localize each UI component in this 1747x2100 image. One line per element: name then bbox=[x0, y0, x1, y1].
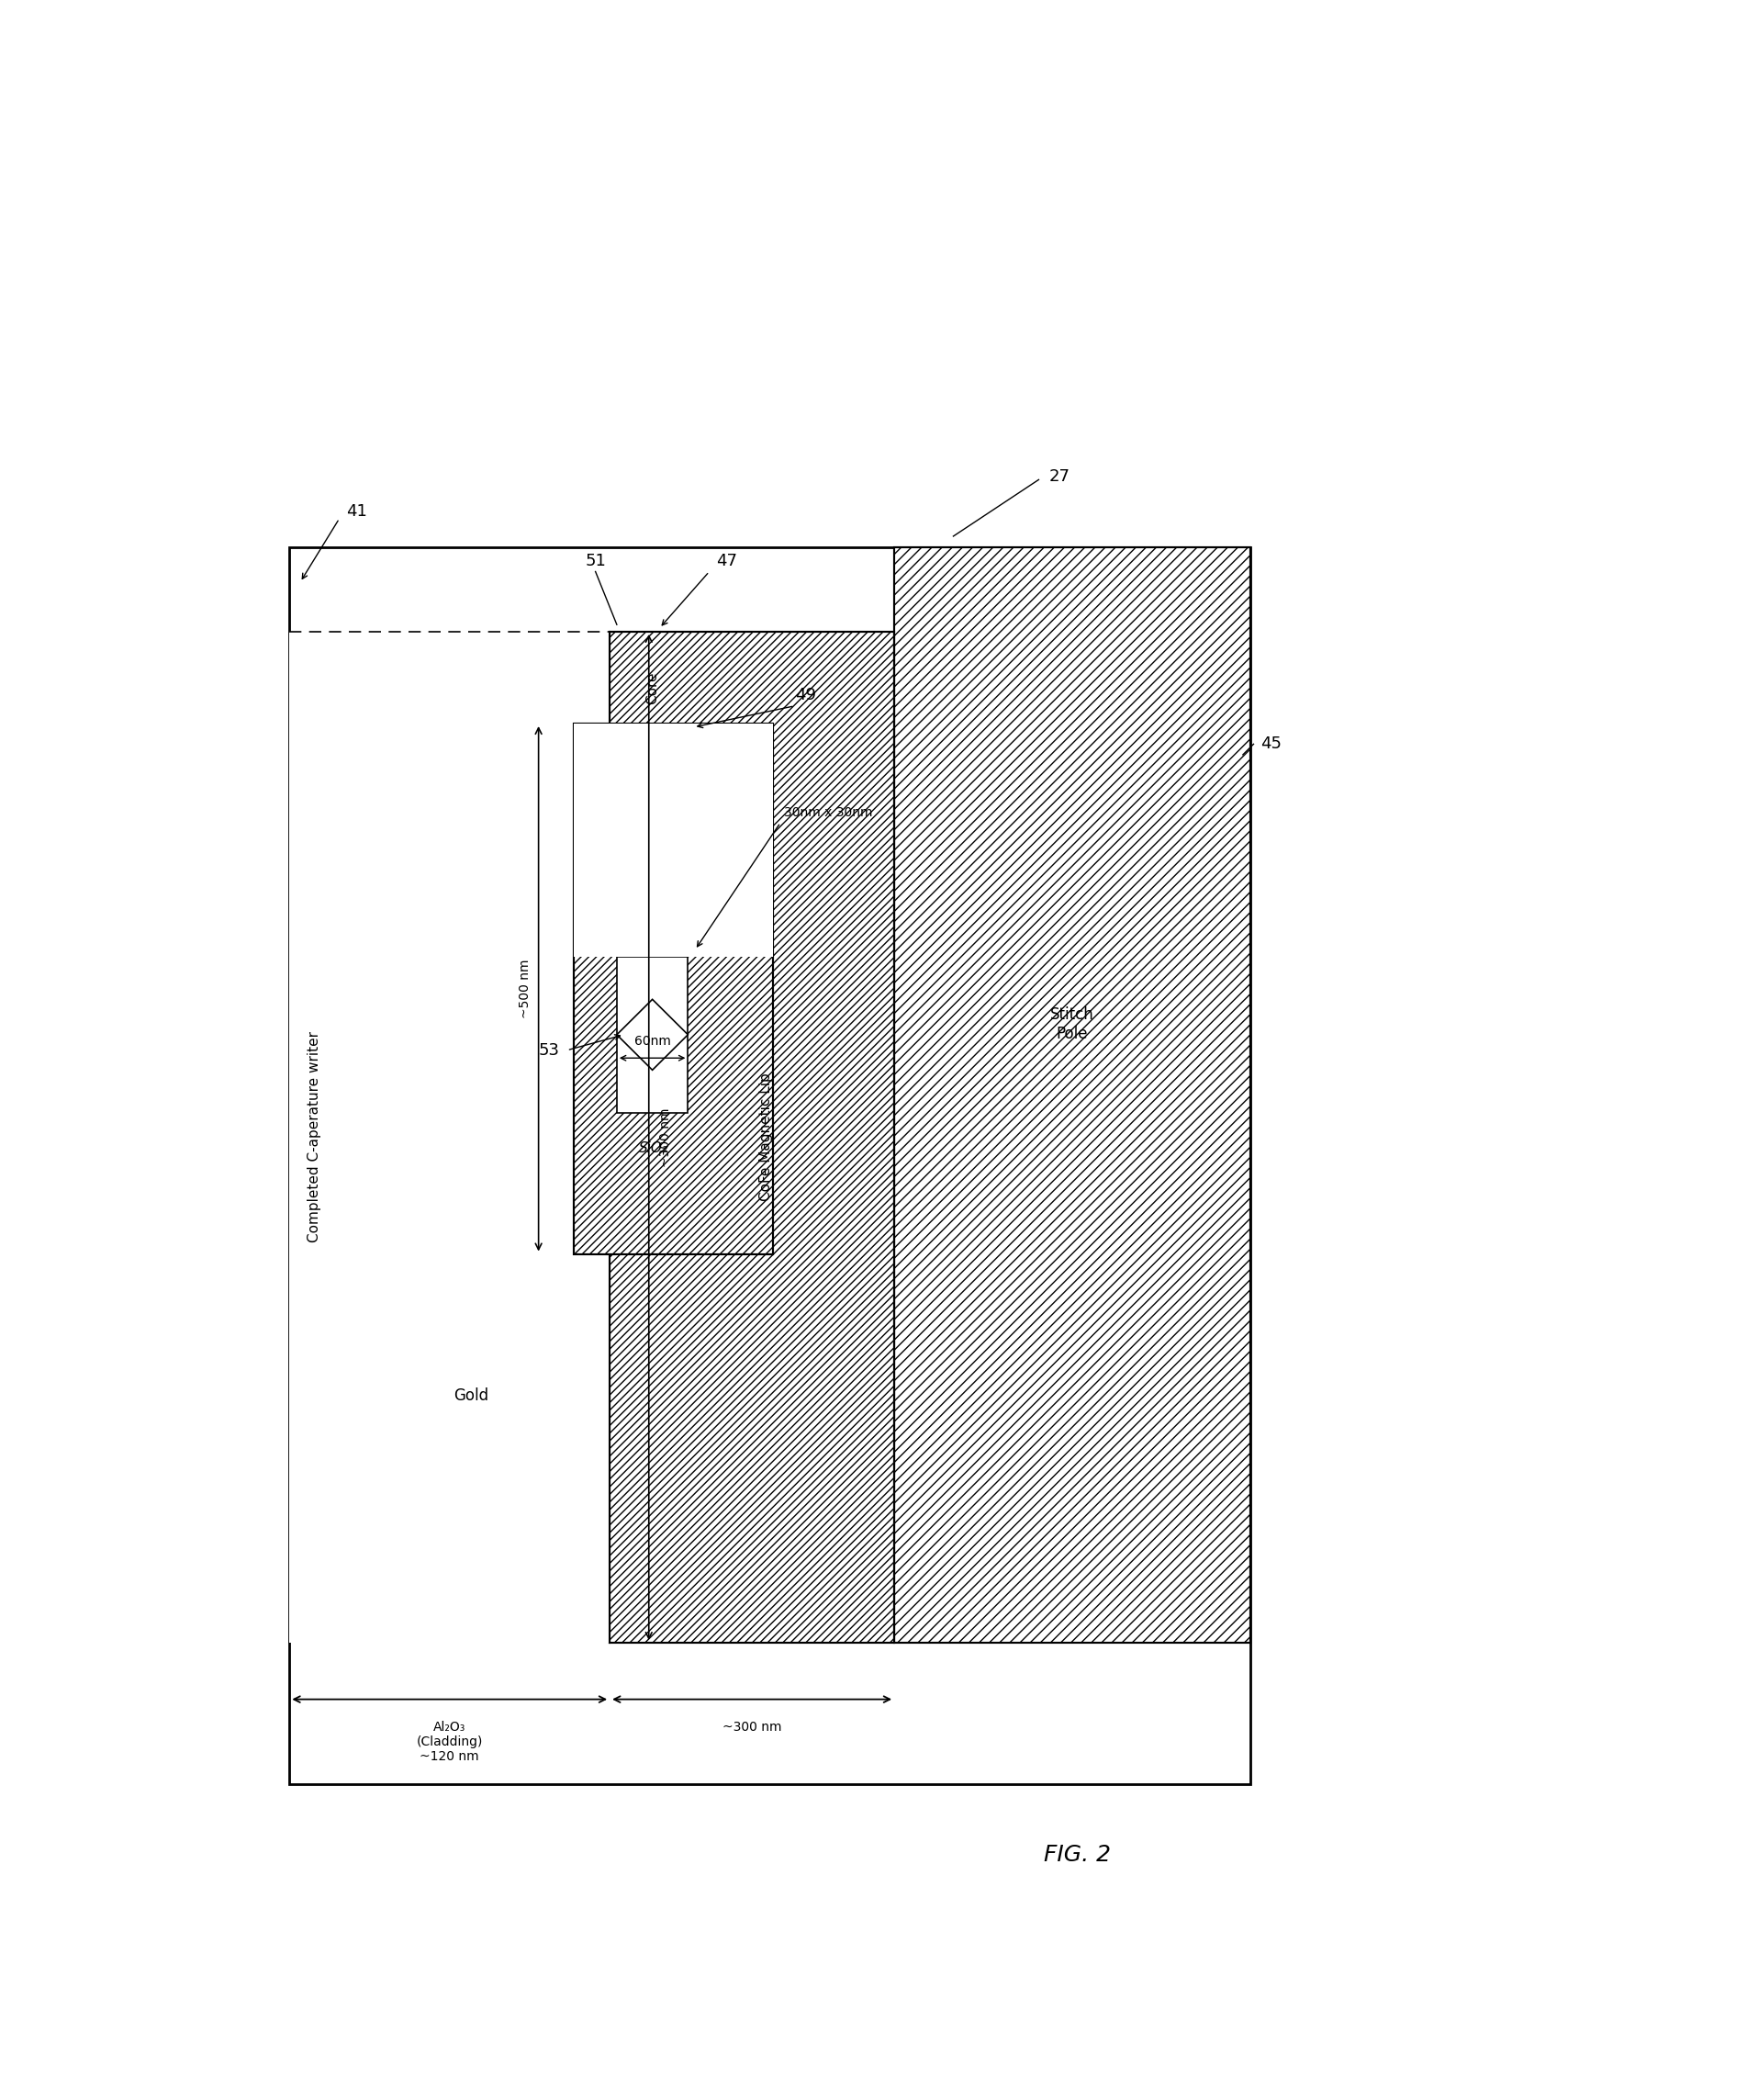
Bar bbox=[617, 958, 688, 1113]
Text: 51: 51 bbox=[585, 552, 606, 569]
Text: SiO₂: SiO₂ bbox=[639, 1140, 669, 1155]
Text: Completed C-aperature writer: Completed C-aperature writer bbox=[307, 1031, 321, 1243]
Text: 60nm: 60nm bbox=[634, 1035, 671, 1048]
Text: Gold: Gold bbox=[454, 1386, 489, 1403]
Text: 45: 45 bbox=[1261, 735, 1282, 752]
Text: 53: 53 bbox=[538, 1042, 559, 1058]
Text: Al₂O₃
(Cladding)
~120 nm: Al₂O₃ (Cladding) ~120 nm bbox=[416, 1720, 482, 1764]
Text: 47: 47 bbox=[716, 552, 737, 569]
Text: 49: 49 bbox=[795, 687, 816, 704]
Polygon shape bbox=[617, 1000, 688, 1071]
Bar bbox=[894, 546, 1251, 1642]
Text: CoFe Magnetic Lip: CoFe Magnetic Lip bbox=[760, 1073, 774, 1201]
Text: 27: 27 bbox=[1050, 468, 1071, 485]
Text: Core: Core bbox=[645, 672, 659, 704]
Text: FIG. 2: FIG. 2 bbox=[1043, 1844, 1111, 1867]
Bar bbox=[894, 546, 1251, 1642]
Text: 41: 41 bbox=[346, 504, 367, 519]
Bar bbox=[575, 724, 774, 1254]
Bar bbox=[575, 724, 774, 958]
Text: ~300 nm: ~300 nm bbox=[659, 1107, 673, 1168]
Bar bbox=[290, 632, 610, 1642]
Text: Stitch
Pole: Stitch Pole bbox=[1050, 1006, 1094, 1042]
Text: ~500 nm: ~500 nm bbox=[519, 960, 531, 1018]
Bar bbox=[610, 632, 894, 1642]
Bar bbox=[290, 546, 1251, 1785]
Text: 30nm x 30nm: 30nm x 30nm bbox=[784, 806, 872, 819]
Bar bbox=[610, 632, 894, 1642]
Bar bbox=[575, 724, 774, 1254]
Text: ~300 nm: ~300 nm bbox=[722, 1720, 781, 1732]
